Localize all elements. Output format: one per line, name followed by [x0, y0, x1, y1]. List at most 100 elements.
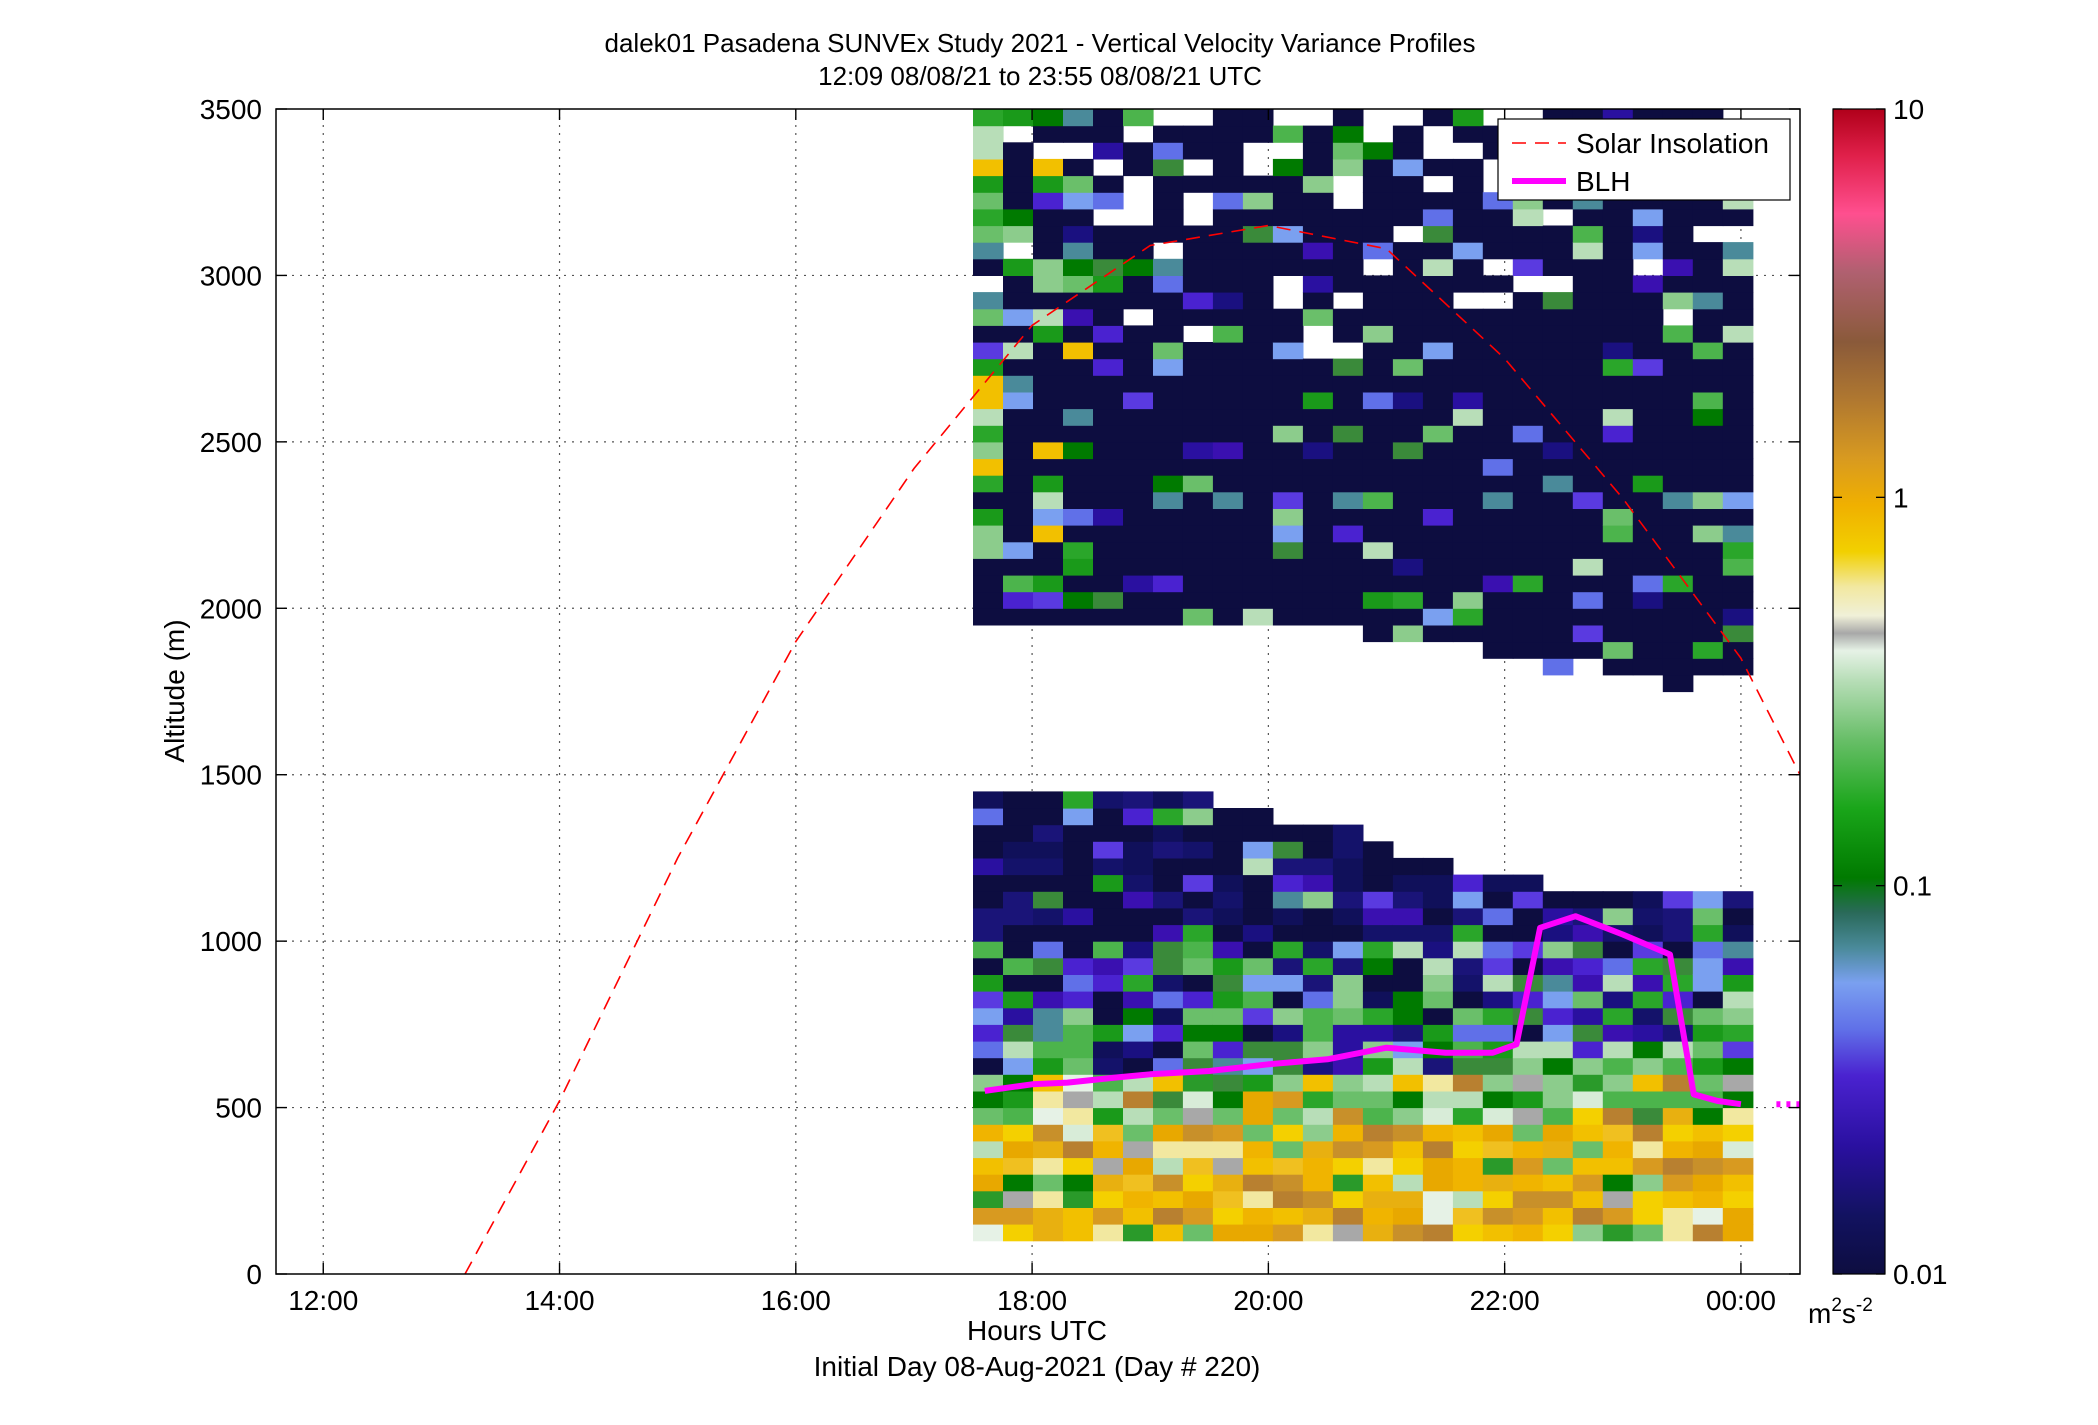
heatmap-cell: [1692, 957, 1724, 975]
heatmap-cell: [1153, 991, 1184, 1009]
heatmap-cell: [1272, 575, 1304, 593]
heatmap-cell: [1182, 1124, 1214, 1142]
heatmap-cell: [1033, 225, 1064, 243]
heatmap-cell: [1063, 941, 1094, 959]
heatmap-cell: [1123, 458, 1154, 476]
heatmap-cell: [1332, 874, 1364, 892]
heatmap-cell: [1722, 1024, 1754, 1042]
heatmap-cell: [1602, 508, 1634, 526]
heatmap-cell: [1632, 508, 1664, 526]
heatmap-cell: [1422, 1207, 1454, 1225]
heatmap-cell: [1153, 175, 1184, 193]
heatmap-cell: [1362, 1224, 1394, 1242]
colorbar: 10 1 0.1 0.01 m2s-2: [1808, 94, 1948, 1329]
heatmap-cell: [1003, 491, 1034, 509]
heatmap-cell: [1662, 525, 1694, 543]
heatmap-cell: [1482, 1090, 1514, 1109]
heatmap-cell: [1362, 907, 1394, 926]
heatmap-cell: [1482, 275, 1514, 293]
heatmap-cell: [1542, 325, 1574, 343]
heatmap-cell: [1362, 1107, 1394, 1125]
heatmap-cell: [1182, 1074, 1214, 1092]
heatmap-cell: [1572, 1140, 1604, 1159]
heatmap-cell: [1452, 208, 1484, 227]
heatmap-cell: [1272, 308, 1304, 326]
heatmap-cell: [1572, 641, 1604, 659]
heatmap-cell: [1182, 441, 1214, 460]
heatmap-cell: [1093, 491, 1124, 509]
heatmap-cell: [1182, 1224, 1214, 1242]
heatmap-cell: [1722, 1157, 1754, 1175]
heatmap-cell: [1602, 1090, 1634, 1109]
series-line-0: [464, 224, 1800, 1274]
heatmap-cell: [1272, 1140, 1304, 1159]
heatmap-cell: [1212, 225, 1244, 243]
heatmap-cell: [1512, 458, 1544, 476]
heatmap-cell: [973, 1107, 1004, 1125]
heatmap-cell: [1452, 508, 1484, 526]
heatmap-cell: [1123, 924, 1154, 942]
heatmap-cell: [1362, 375, 1394, 393]
heatmap-cell: [1632, 225, 1664, 243]
heatmap-cell: [1572, 358, 1604, 376]
heatmap-cell: [1003, 824, 1034, 842]
heatmap-cell: [1093, 974, 1124, 992]
heatmap-cell: [1512, 475, 1544, 493]
heatmap-cell: [1662, 1074, 1694, 1092]
heatmap-cell: [1572, 375, 1604, 393]
heatmap-cell: [1422, 591, 1454, 609]
heatmap-cell: [1242, 325, 1274, 343]
heatmap-cell: [1542, 1124, 1574, 1142]
heatmap-cell: [1602, 641, 1634, 659]
heatmap-cell: [1602, 1224, 1634, 1242]
heatmap-cell: [1212, 1224, 1244, 1242]
heatmap-cell: [1272, 475, 1304, 493]
heatmap-cell: [1662, 891, 1694, 909]
heatmap-cell: [1063, 292, 1094, 310]
heatmap-cell: [1632, 1057, 1664, 1075]
heatmap-cell: [1302, 591, 1334, 609]
heatmap-cell: [1153, 841, 1184, 859]
heatmap-cell: [1242, 242, 1274, 260]
colorbar-unit-mid: s: [1842, 1298, 1856, 1329]
heatmap-cell: [1302, 575, 1334, 593]
heatmap-cell: [1692, 491, 1724, 509]
heatmap-cell: [1302, 192, 1334, 210]
heatmap-cell: [1123, 808, 1154, 826]
heatmap-cell: [1272, 125, 1304, 143]
heatmap-cell: [1512, 874, 1544, 892]
heatmap-cell: [1392, 541, 1424, 559]
heatmap-cell: [1212, 575, 1244, 593]
heatmap-cell: [1512, 1074, 1544, 1092]
heatmap-cell: [1123, 1140, 1154, 1159]
heatmap-cell: [1272, 957, 1304, 975]
heatmap-cell: [1482, 242, 1514, 260]
heatmap-cell: [1212, 508, 1244, 526]
heatmap-cell: [1422, 974, 1454, 992]
heatmap-cell: [1212, 475, 1244, 493]
series-lines: [464, 224, 1800, 1274]
heatmap-cell: [1123, 525, 1154, 543]
heatmap-cell: [1272, 857, 1304, 876]
heatmap-cell: [1452, 342, 1484, 360]
heatmap-cell: [1063, 857, 1094, 876]
heatmap-cell: [1063, 408, 1094, 426]
heatmap-cell: [1003, 841, 1034, 859]
heatmap-cell: [1332, 1024, 1364, 1042]
heatmap-cell: [1662, 358, 1694, 376]
heatmap-cell: [973, 1057, 1004, 1075]
heatmap-cell: [1242, 1107, 1274, 1125]
heatmap-cell: [1542, 991, 1574, 1009]
heatmap-cell: [1003, 857, 1034, 876]
heatmap-cell: [1332, 358, 1364, 376]
heatmap-cell: [1632, 1190, 1664, 1208]
heatmap-cell: [1153, 308, 1184, 326]
heatmap-cell: [1602, 1074, 1634, 1092]
heatmap-cell: [1632, 441, 1664, 460]
heatmap-cell: [1063, 358, 1094, 376]
colorbar-tick-label-0: 10: [1893, 94, 1924, 125]
heatmap-cell: [1692, 974, 1724, 992]
heatmap-cell: [1063, 1057, 1094, 1075]
heatmap-cell: [1033, 924, 1064, 942]
heatmap-cell: [1153, 391, 1184, 410]
